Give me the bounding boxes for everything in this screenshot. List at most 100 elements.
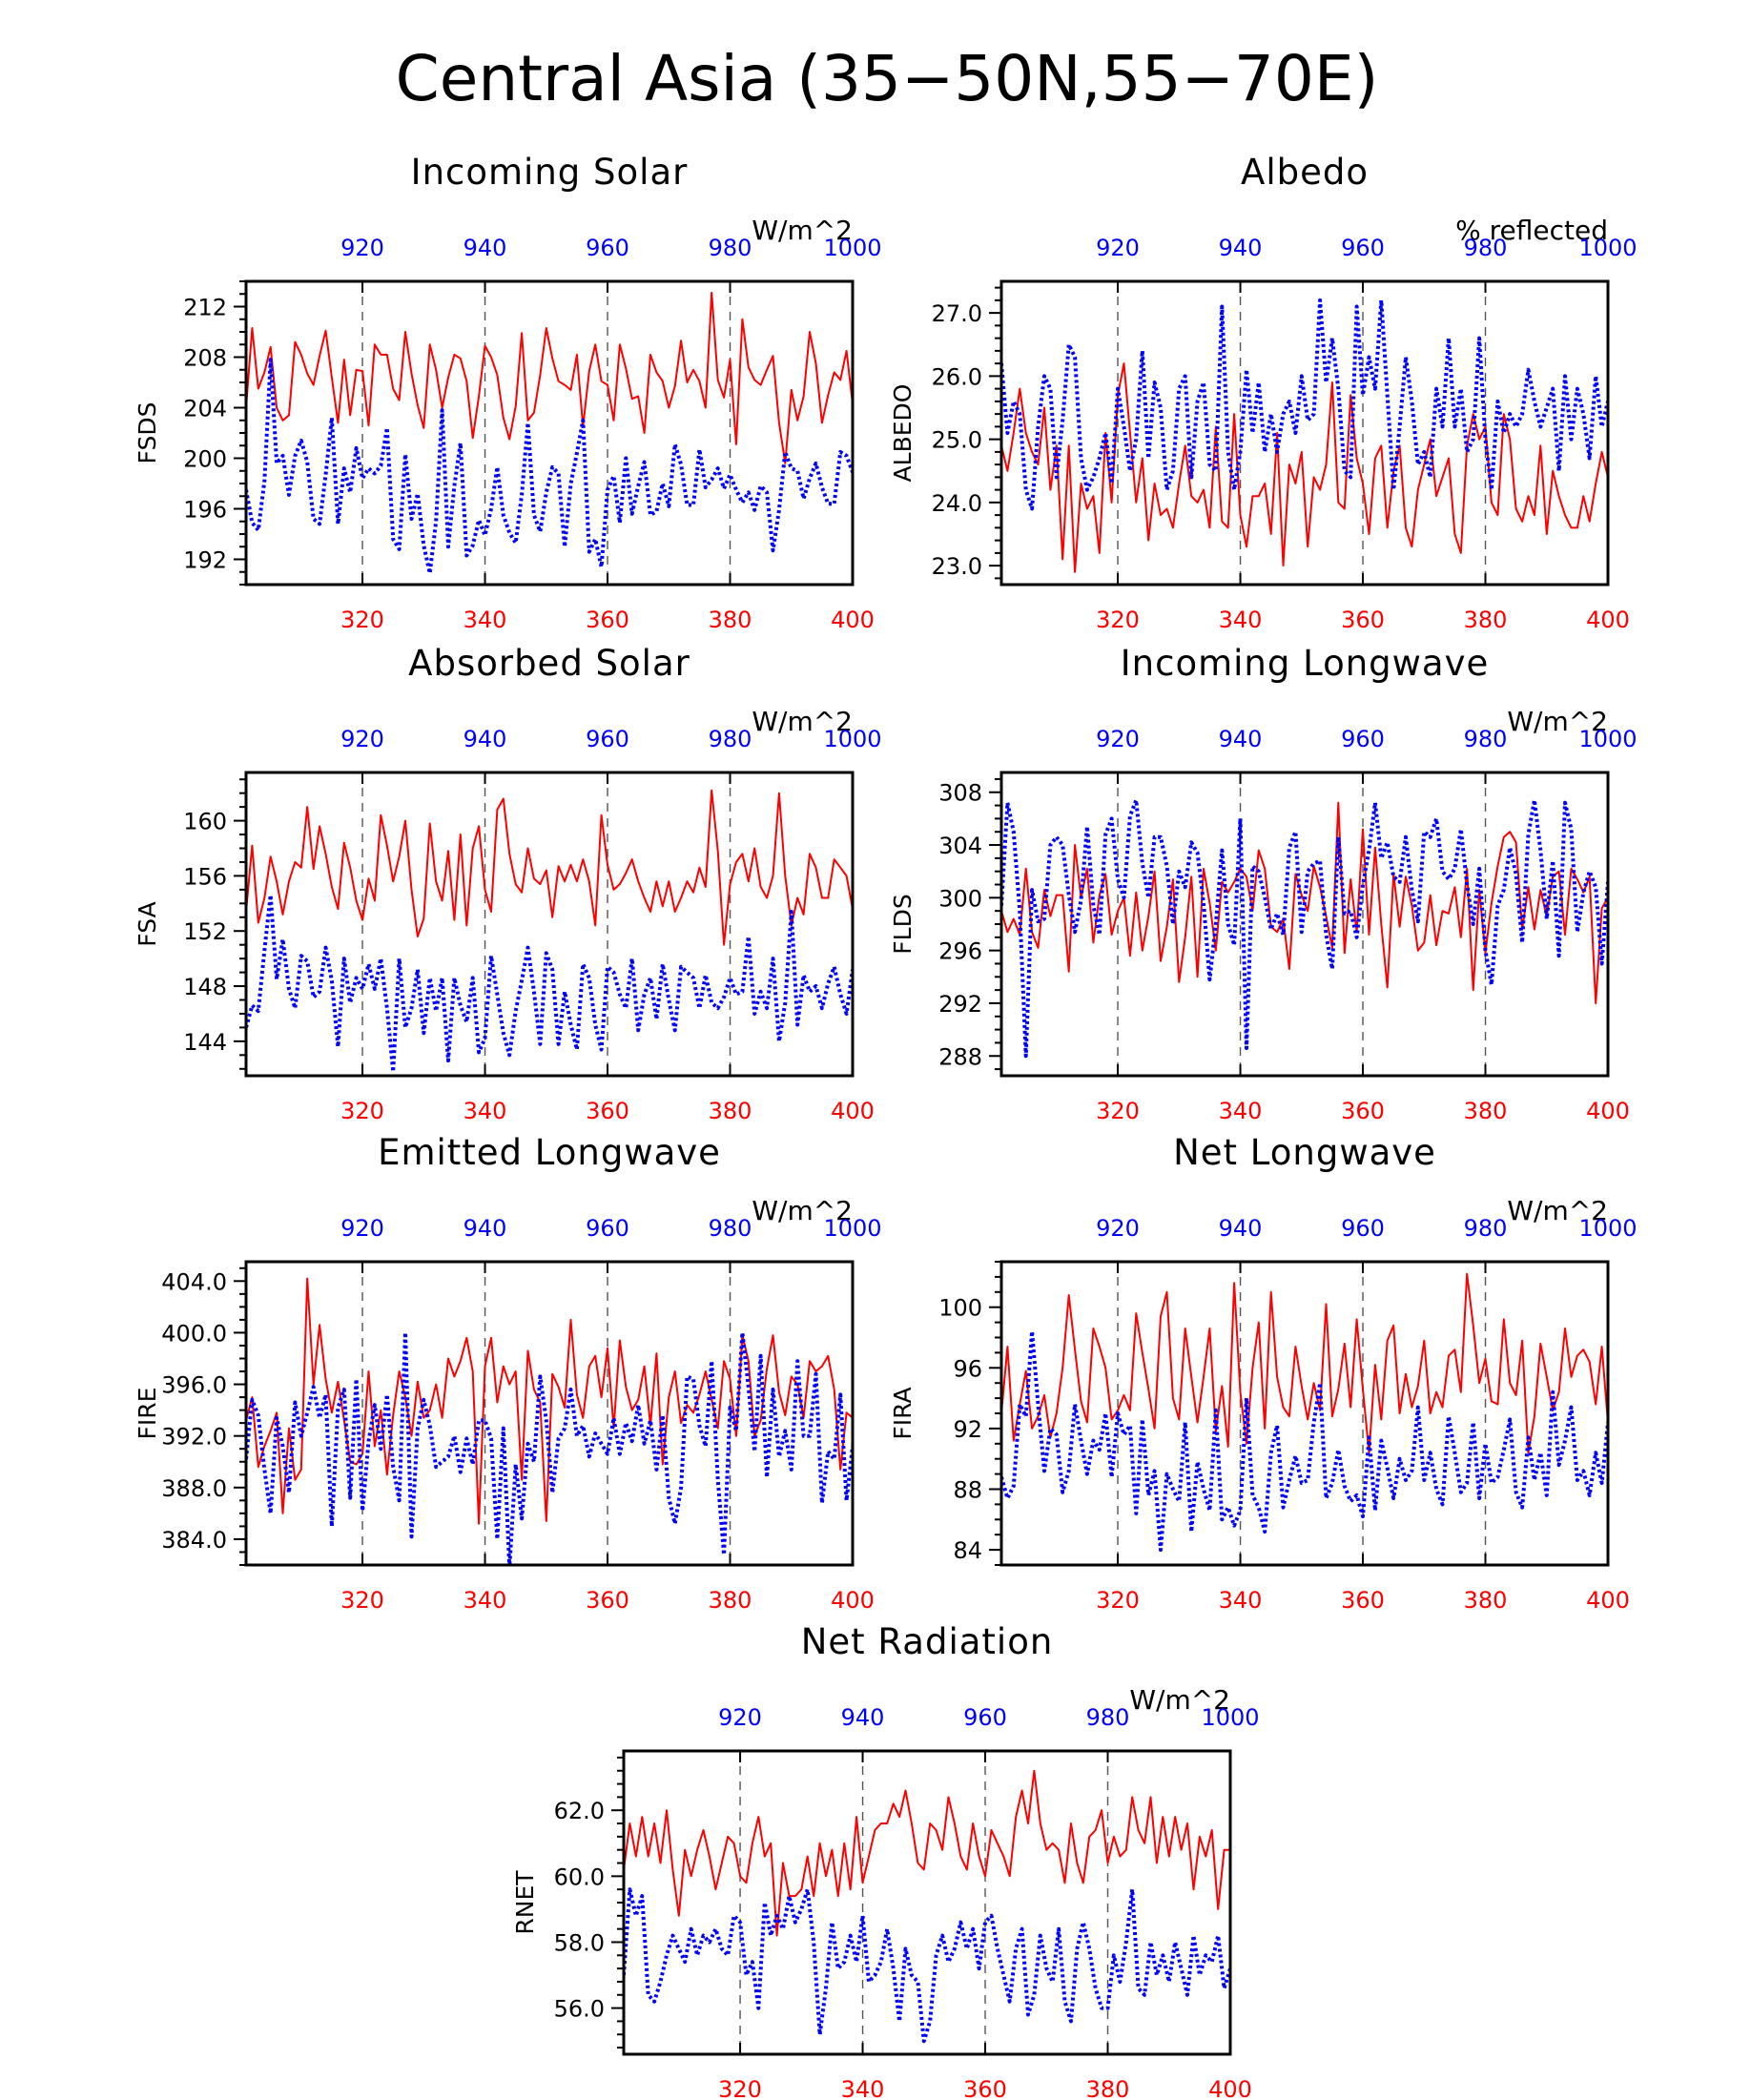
panel-rnet: Net Radiation W/m^2 RNET 56.0 58.0 60.0 62.0 32… (511, 1620, 1260, 2100)
x-top-tick-label: 960 (1341, 726, 1385, 752)
x-bottom-tick-label: 400 (831, 607, 875, 633)
x-bottom-tick-label: 320 (340, 607, 384, 633)
y-tick-label: 296 (938, 938, 982, 965)
y-tick-label: 26.0 (932, 363, 982, 390)
x-top-tick-label: 920 (1096, 726, 1140, 752)
x-top-tick-label: 940 (464, 726, 507, 752)
x-top-tick-label: 1000 (1201, 1704, 1259, 1731)
y-tick-label: 23.0 (932, 553, 982, 580)
x-top-tick-label: 980 (1464, 235, 1508, 261)
y-tick-label: 60.0 (554, 1863, 605, 1890)
y-tick-label: 300 (938, 885, 982, 912)
x-bottom-tick-label: 320 (1096, 1098, 1140, 1124)
x-top-tick-label: 1000 (1578, 235, 1637, 261)
panel-title: Incoming Longwave (1121, 643, 1490, 684)
y-tick-label: 100 (938, 1295, 982, 1322)
x-bottom-tick-label: 340 (1219, 607, 1263, 633)
y-tick-label: 144 (183, 1029, 227, 1056)
panels: Incoming Solar W/m^2 FSDS 192 196 200 204 208 21… (134, 151, 1638, 2100)
x-bottom-tick-label: 400 (1586, 1587, 1630, 1614)
x-top-tick-label: 940 (464, 235, 507, 261)
figure-title: Central Asia (35−50N,55−70E) (396, 42, 1379, 115)
series-line-solid (246, 291, 853, 464)
y-tick-label: 88 (953, 1477, 982, 1504)
units-label: W/m^2 (1507, 1195, 1608, 1226)
y-tick-label: 152 (183, 918, 227, 945)
y-tick-label: 160 (183, 809, 227, 835)
x-bottom-tick-label: 320 (1096, 1587, 1140, 1614)
x-bottom-tick-label: 360 (586, 1098, 629, 1124)
x-top-tick-label: 980 (709, 235, 752, 261)
x-top-tick-label: 940 (1219, 235, 1263, 261)
plot-frame (999, 279, 1610, 587)
series-line-dotted (624, 1887, 1230, 2044)
panel-fsa: Absorbed Solar W/m^2 FSA 144 148 152 156 160 320… (134, 642, 882, 1124)
y-tick-label: 204 (183, 396, 227, 422)
x-top-tick-label: 960 (586, 1215, 629, 1242)
x-bottom-tick-label: 380 (1464, 1098, 1508, 1124)
x-top-tick-label: 920 (718, 1704, 762, 1731)
y-tick-label: 396.0 (161, 1372, 227, 1399)
y-tick-label: 292 (938, 991, 982, 1018)
units-label: W/m^2 (752, 1195, 853, 1226)
plot-frame (244, 279, 855, 587)
y-axis-label: FLDS (889, 894, 917, 954)
x-top-tick-label: 1000 (1578, 726, 1637, 752)
x-top-tick-label: 920 (1096, 235, 1140, 261)
x-bottom-tick-label: 360 (1341, 607, 1385, 633)
x-top-tick-label: 940 (464, 1215, 507, 1242)
x-top-tick-label: 960 (586, 726, 629, 752)
series-line-solid (246, 789, 853, 946)
units-label: W/m^2 (1507, 706, 1608, 737)
x-bottom-tick-label: 400 (1208, 2076, 1252, 2100)
series-line-dotted (246, 893, 853, 1074)
x-bottom-tick-label: 360 (586, 607, 629, 633)
x-top-tick-label: 1000 (1578, 1215, 1637, 1242)
x-bottom-tick-label: 380 (1086, 2076, 1130, 2100)
x-top-tick-label: 1000 (823, 235, 881, 261)
y-axis-label: FIRE (134, 1388, 161, 1440)
x-bottom-tick-label: 380 (1464, 1587, 1508, 1614)
series-line-dotted (246, 358, 853, 576)
x-top-tick-label: 920 (340, 726, 384, 752)
panel-albedo: Albedo % reflected ALBEDO 23.0 24.0 25.0 26.0 2… (889, 151, 1638, 633)
x-top-tick-label: 940 (1219, 726, 1263, 752)
y-axis-label: ALBEDO (889, 384, 917, 483)
series-line-dotted (246, 1330, 853, 1565)
x-top-tick-label: 980 (1086, 1704, 1130, 1731)
x-bottom-tick-label: 340 (464, 607, 507, 633)
plot-frame (999, 1260, 1610, 1567)
y-tick-label: 92 (953, 1416, 982, 1443)
y-tick-label: 56.0 (554, 1996, 605, 2023)
units-label: % reflected (1455, 215, 1608, 246)
series-line-dotted (1001, 1329, 1608, 1553)
panel-flds: Incoming Longwave W/m^2 FLDS 288 292 296 300 30… (889, 642, 1638, 1124)
y-tick-label: 24.0 (932, 490, 982, 517)
panel-title: Absorbed Solar (408, 643, 690, 684)
units-label: W/m^2 (1129, 1684, 1230, 1716)
x-top-tick-label: 980 (1464, 1215, 1508, 1242)
x-bottom-tick-label: 320 (340, 1098, 384, 1124)
y-tick-label: 400.0 (161, 1320, 227, 1347)
series-line-solid (624, 1769, 1230, 1937)
x-top-tick-label: 960 (963, 1704, 1007, 1731)
x-top-tick-label: 920 (340, 235, 384, 261)
panel-fsds: Incoming Solar W/m^2 FSDS 192 196 200 204 208 21… (134, 151, 882, 633)
y-axis-label: FSDS (134, 402, 161, 464)
panel-title: Albedo (1241, 152, 1369, 193)
y-tick-label: 58.0 (554, 1929, 605, 1956)
x-bottom-tick-label: 380 (1464, 607, 1508, 633)
units-label: W/m^2 (752, 215, 853, 246)
x-bottom-tick-label: 380 (709, 1587, 752, 1614)
y-tick-label: 212 (183, 295, 227, 321)
units-label: W/m^2 (752, 706, 853, 737)
x-top-tick-label: 1000 (823, 726, 881, 752)
panel-title: Net Longwave (1173, 1132, 1436, 1173)
panel-title: Net Radiation (801, 1621, 1054, 1662)
x-bottom-tick-label: 360 (963, 2076, 1007, 2100)
y-tick-label: 304 (938, 833, 982, 859)
y-tick-label: 27.0 (932, 300, 982, 327)
x-bottom-tick-label: 360 (1341, 1587, 1385, 1614)
x-top-tick-label: 960 (1341, 1215, 1385, 1242)
panel-title: Incoming Solar (411, 152, 689, 193)
